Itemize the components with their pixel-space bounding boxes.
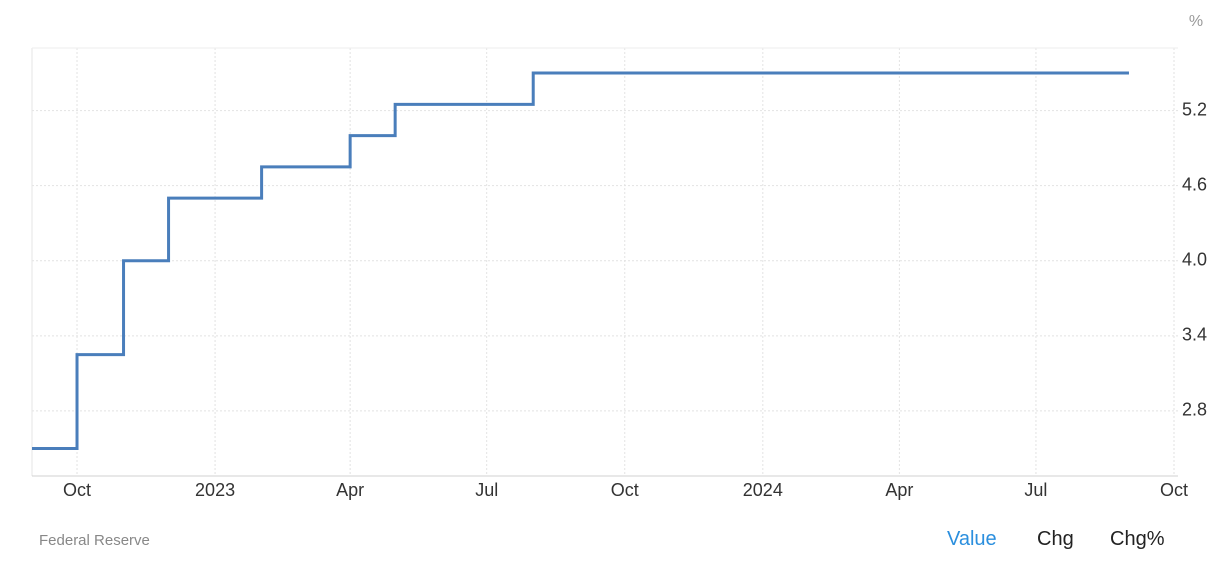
x-tick-label: Jul (1024, 480, 1047, 500)
step-line (32, 71, 1129, 450)
x-tick-label: Oct (611, 480, 639, 500)
x-tick-label: Oct (63, 480, 91, 500)
x-tick-label: Apr (336, 480, 364, 500)
tab-chg-pct[interactable]: Chg% (1110, 528, 1165, 550)
y-tick-label: 3.4 (1182, 325, 1207, 345)
x-tick-label: 2024 (743, 480, 783, 500)
x-tick-label: Jul (475, 480, 498, 500)
y-tick-label: 4.0 (1182, 249, 1207, 269)
y-tick-label: 4.6 (1182, 174, 1207, 194)
y-tick-label: 5.2 (1182, 99, 1207, 119)
tab-value[interactable]: Value (947, 528, 997, 550)
y-tick-label: 2.8 (1182, 400, 1207, 420)
x-tick-label: Apr (885, 480, 913, 500)
y-unit: % (1189, 13, 1203, 30)
x-tick-label: 2023 (195, 480, 235, 500)
source: Federal Reserve (39, 532, 150, 549)
tab-chg[interactable]: Chg (1037, 528, 1074, 550)
x-tick-label: Oct (1160, 480, 1188, 500)
